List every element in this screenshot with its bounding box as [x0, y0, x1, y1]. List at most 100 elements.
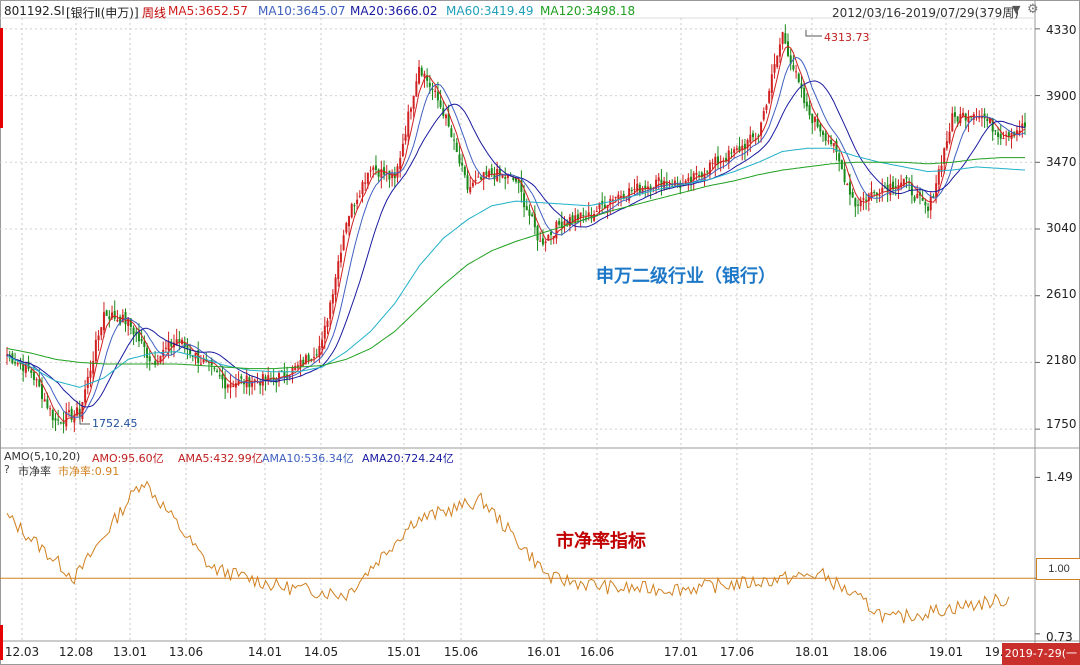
candle-body	[894, 186, 897, 189]
ma5-value: MA5:3652.57	[168, 4, 248, 18]
candle-body	[218, 375, 221, 377]
candle-body	[515, 178, 517, 182]
candle-body	[496, 169, 499, 181]
left-edge-marker-bottom	[0, 625, 3, 660]
candle-body	[539, 240, 542, 242]
candle-body	[24, 363, 27, 373]
x-tick-label: 14.05	[303, 645, 339, 659]
candle-body	[986, 118, 989, 122]
candle-body	[84, 389, 87, 403]
candle-body	[905, 176, 908, 179]
current-date-box: 2019-7-29(一	[1001, 643, 1080, 665]
candle-body	[498, 169, 501, 176]
candle-body	[1015, 130, 1018, 134]
candle-body	[186, 344, 189, 350]
settings-gear-icon[interactable]: ⚙	[1027, 2, 1039, 17]
x-tick-label: 15.06	[443, 645, 479, 659]
candle-body	[213, 367, 216, 369]
candle-body	[765, 105, 768, 111]
candle-body	[827, 140, 830, 142]
candle-body	[813, 116, 816, 122]
candle-body	[51, 409, 54, 421]
y-tick-label: 2610	[1046, 287, 1077, 301]
ama20-value: AMA20:724.24亿	[362, 452, 454, 465]
candle-body	[102, 312, 105, 331]
candle-body	[822, 131, 825, 135]
candle-body	[746, 140, 749, 149]
candle-body	[913, 196, 916, 201]
date-range: 2012/03/16-2019/07/29(379周)	[832, 6, 1019, 20]
range-dropdown-icon[interactable]: ▼	[1012, 3, 1021, 16]
candle-body	[875, 192, 878, 196]
candle-body	[991, 118, 994, 132]
candle-body	[832, 143, 835, 146]
candle-body	[119, 316, 122, 325]
candle-body	[854, 198, 857, 207]
pb-reference-value: 1.00	[1036, 558, 1080, 580]
candle-body	[148, 356, 151, 362]
candle-body	[1018, 130, 1021, 134]
candle-body	[951, 113, 954, 132]
candle-body	[708, 162, 711, 175]
candle-body	[714, 156, 717, 166]
candle-body	[318, 345, 321, 357]
candle-body	[380, 169, 383, 178]
candle-body	[299, 359, 302, 367]
candle-body	[137, 333, 140, 342]
candle-body	[945, 141, 948, 149]
candle-body	[251, 382, 254, 387]
candle-body	[89, 370, 92, 378]
candle-body	[754, 138, 757, 140]
candle-body	[466, 175, 469, 190]
candle-body	[1024, 122, 1026, 128]
candle-body	[14, 362, 17, 364]
candle-body	[536, 225, 539, 241]
candle-body	[617, 194, 620, 199]
candle-body	[865, 199, 868, 201]
x-tick-label: 17.01	[663, 645, 699, 659]
candle-body	[819, 124, 822, 132]
candle-body	[391, 173, 394, 178]
candle-body	[878, 194, 881, 196]
candle-body	[326, 320, 329, 328]
candle-body	[571, 215, 574, 222]
candle-body	[924, 201, 927, 206]
candle-body	[628, 188, 631, 201]
candle-body	[482, 172, 485, 180]
candle-body	[719, 161, 722, 164]
candle-body	[555, 221, 558, 239]
candle-body	[558, 220, 561, 225]
candle-body	[291, 367, 294, 375]
candle-body	[70, 408, 73, 420]
candle-body	[30, 370, 33, 373]
candle-body	[663, 180, 666, 190]
candle-body	[587, 212, 590, 217]
candle-body	[132, 327, 135, 335]
x-tick-label: 18.06	[852, 645, 888, 659]
x-tick-label: 12.08	[58, 645, 94, 659]
candle-body	[679, 185, 682, 188]
candle-body	[154, 361, 157, 365]
candle-body	[129, 318, 132, 327]
candle-body	[967, 116, 970, 123]
candle-body	[937, 169, 940, 185]
candle-body	[35, 379, 38, 381]
y-tick-label: 1750	[1046, 417, 1077, 431]
candle-body	[302, 359, 305, 366]
candle-body	[388, 170, 391, 180]
candle-body	[38, 379, 41, 387]
candle-body	[848, 182, 851, 195]
candle-body	[146, 347, 149, 358]
candle-body	[805, 101, 808, 107]
candle-body	[528, 209, 531, 216]
candle-body	[916, 193, 919, 199]
candle-body	[776, 55, 779, 68]
candle-body	[943, 148, 946, 164]
candle-body	[948, 131, 951, 143]
candle-body	[773, 64, 776, 73]
candle-body	[450, 128, 453, 137]
candle-body	[436, 91, 439, 101]
candle-body	[921, 197, 924, 201]
help-icon[interactable]: ?	[4, 463, 10, 476]
candle-body	[199, 363, 202, 365]
